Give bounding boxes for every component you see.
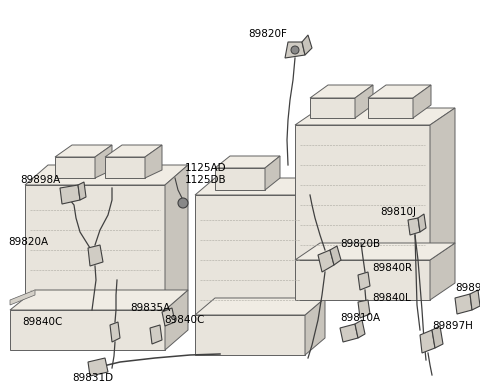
Polygon shape — [470, 290, 480, 310]
Polygon shape — [358, 300, 370, 318]
Polygon shape — [408, 218, 420, 235]
Polygon shape — [195, 195, 305, 315]
Polygon shape — [195, 178, 325, 195]
Polygon shape — [265, 156, 280, 190]
Polygon shape — [302, 35, 312, 55]
Polygon shape — [355, 85, 373, 118]
Polygon shape — [10, 310, 165, 350]
Polygon shape — [305, 298, 325, 355]
Polygon shape — [162, 308, 175, 326]
Text: 89835A: 89835A — [130, 303, 170, 313]
Text: 89831D: 89831D — [72, 373, 113, 383]
Text: 1125DB: 1125DB — [185, 175, 227, 185]
Polygon shape — [215, 156, 280, 168]
Polygon shape — [455, 294, 472, 314]
Polygon shape — [55, 157, 95, 178]
Polygon shape — [165, 290, 188, 350]
Polygon shape — [418, 214, 426, 232]
Polygon shape — [165, 165, 188, 310]
Circle shape — [178, 198, 188, 208]
Text: 89810J: 89810J — [380, 207, 416, 217]
Polygon shape — [295, 243, 455, 260]
Polygon shape — [78, 182, 86, 200]
Text: 89840C: 89840C — [164, 315, 204, 325]
Polygon shape — [358, 272, 370, 290]
Polygon shape — [295, 108, 455, 125]
Text: 89897H: 89897H — [432, 321, 473, 331]
Polygon shape — [195, 298, 325, 315]
Text: 89898A: 89898A — [20, 175, 60, 185]
Text: 89820F: 89820F — [248, 29, 287, 39]
Polygon shape — [430, 243, 455, 300]
Text: 89820A: 89820A — [8, 237, 48, 247]
Polygon shape — [368, 98, 413, 118]
Polygon shape — [60, 185, 80, 204]
Text: 89810A: 89810A — [340, 313, 380, 323]
Polygon shape — [195, 315, 305, 355]
Polygon shape — [330, 246, 341, 265]
Polygon shape — [318, 250, 334, 272]
Polygon shape — [310, 85, 373, 98]
Text: 89840R: 89840R — [372, 263, 412, 273]
Polygon shape — [105, 157, 145, 178]
Polygon shape — [88, 358, 108, 376]
Text: 89820B: 89820B — [340, 239, 380, 249]
Polygon shape — [310, 98, 355, 118]
Polygon shape — [413, 85, 431, 118]
Polygon shape — [355, 320, 365, 338]
Polygon shape — [10, 290, 188, 310]
Polygon shape — [105, 145, 162, 157]
Polygon shape — [340, 324, 358, 342]
Polygon shape — [285, 42, 305, 58]
Polygon shape — [305, 178, 325, 315]
Circle shape — [291, 46, 299, 54]
Text: 89840C: 89840C — [22, 317, 62, 327]
Polygon shape — [10, 290, 35, 305]
Polygon shape — [295, 260, 430, 300]
Polygon shape — [430, 108, 455, 260]
Polygon shape — [420, 330, 435, 353]
Polygon shape — [110, 322, 120, 342]
Polygon shape — [95, 145, 112, 178]
Polygon shape — [432, 326, 443, 348]
Polygon shape — [55, 145, 112, 157]
Polygon shape — [368, 85, 431, 98]
Polygon shape — [145, 145, 162, 178]
Polygon shape — [25, 185, 165, 310]
Text: 89897C: 89897C — [455, 283, 480, 293]
Text: 89840L: 89840L — [372, 293, 411, 303]
Polygon shape — [25, 165, 188, 185]
Polygon shape — [215, 168, 265, 190]
Text: 1125AD: 1125AD — [185, 163, 227, 173]
Polygon shape — [150, 325, 162, 344]
Polygon shape — [88, 245, 103, 266]
Polygon shape — [295, 125, 430, 260]
